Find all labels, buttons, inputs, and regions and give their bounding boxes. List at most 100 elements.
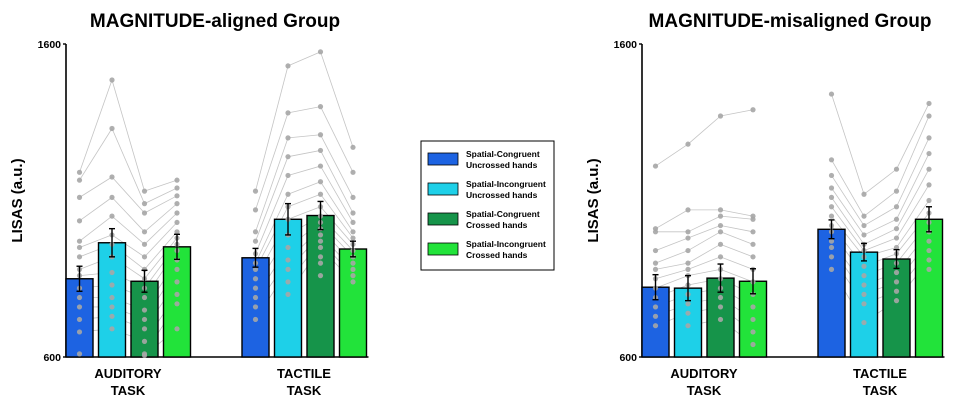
subject-line — [111, 128, 145, 204]
data-point — [828, 266, 835, 272]
data-point — [285, 154, 291, 160]
data-point — [893, 204, 900, 210]
data-point — [76, 254, 83, 260]
data-point — [926, 247, 932, 254]
data-point — [141, 188, 148, 194]
data-point — [252, 229, 259, 235]
data-point — [252, 276, 259, 282]
data-point — [350, 273, 356, 279]
data-point — [861, 191, 867, 197]
subject-line — [687, 215, 721, 233]
data-point — [252, 238, 259, 244]
subject-line — [144, 195, 178, 214]
category-label-line: TASK — [111, 383, 146, 398]
data-point — [861, 213, 867, 219]
y-axis-label: LISAS (a.u.) — [585, 158, 602, 242]
data-point — [285, 244, 291, 251]
bar — [882, 258, 911, 358]
subject-line — [144, 203, 178, 233]
data-point — [350, 229, 356, 235]
subject-line — [863, 237, 897, 251]
subject-line — [720, 268, 754, 283]
data-point — [174, 279, 180, 285]
data-point — [285, 266, 291, 272]
data-point — [252, 285, 259, 291]
data-point — [76, 304, 83, 310]
data-point — [861, 319, 867, 326]
data-point — [750, 241, 756, 247]
data-point — [828, 238, 835, 244]
data-point — [861, 263, 867, 269]
subject-line — [831, 215, 865, 258]
subject-line — [863, 218, 897, 236]
subject-line — [863, 206, 897, 226]
data-point — [174, 193, 180, 199]
data-point — [652, 229, 659, 235]
subject-line — [144, 237, 178, 279]
data-point — [76, 218, 83, 224]
subject-line — [287, 193, 321, 208]
subject-line — [896, 184, 930, 239]
data-point — [317, 254, 324, 260]
legend-label: Spatial-Congruent Uncrossed hands — [466, 149, 540, 170]
data-point — [828, 91, 835, 97]
category-label: TACTILE TASK — [277, 366, 331, 398]
subject-line — [687, 243, 721, 264]
data-point — [317, 49, 324, 55]
data-point — [685, 266, 691, 272]
data-point — [717, 241, 724, 247]
legend-label-line: Spatial-Congruent — [466, 149, 540, 159]
data-point — [893, 235, 900, 241]
data-point — [174, 185, 180, 191]
data-point — [141, 338, 148, 344]
data-point — [174, 210, 180, 216]
subject-line — [863, 190, 897, 217]
subject-line — [144, 222, 178, 258]
subject-line — [79, 176, 113, 198]
data-point — [828, 185, 835, 191]
category-label-line: TASK — [287, 383, 322, 398]
subject-line — [287, 106, 321, 114]
data-point — [285, 172, 291, 179]
data-point — [685, 229, 691, 235]
legend-swatch — [427, 152, 459, 166]
y-axis-label: LISAS (a.u.) — [9, 158, 26, 242]
data-point — [285, 279, 291, 285]
panel-magnitude-misaligned: MAGNITUDE-misaligned Group 600 1600 LISAS (… — [585, 11, 945, 398]
data-point — [109, 194, 115, 200]
legend-swatch — [427, 212, 459, 226]
data-point — [926, 166, 932, 172]
subject-line — [287, 206, 321, 220]
data-point — [174, 266, 180, 272]
subject-line — [320, 106, 354, 173]
subject-line — [831, 159, 865, 217]
subject-line — [831, 197, 865, 245]
data-point — [350, 279, 356, 285]
data-point — [109, 213, 115, 219]
data-point — [141, 307, 148, 313]
data-point — [76, 169, 83, 175]
data-point — [174, 301, 180, 307]
data-point — [926, 238, 932, 244]
subject-line — [896, 103, 930, 170]
category-label-line: TASK — [863, 383, 898, 398]
subject-line — [111, 176, 145, 214]
data-point — [285, 257, 291, 263]
data-point — [141, 316, 148, 323]
subject-line — [255, 137, 289, 232]
legend: Spatial-Congruent Uncrossed handsSpatial-… — [420, 140, 555, 271]
data-point — [317, 132, 324, 138]
subject-line — [896, 137, 930, 207]
subject-line — [320, 181, 354, 233]
legend-label-line: Uncrossed hands — [466, 160, 538, 170]
subject-line — [320, 134, 354, 198]
subject-line — [655, 268, 689, 280]
subject-line — [720, 243, 754, 258]
data-point — [893, 269, 900, 276]
subject-line — [687, 115, 721, 145]
chart-title: MAGNITUDE-aligned Group — [90, 11, 340, 32]
data-point — [893, 279, 900, 285]
subject-line — [720, 209, 754, 217]
data-point — [350, 266, 356, 272]
data-point — [350, 235, 356, 241]
